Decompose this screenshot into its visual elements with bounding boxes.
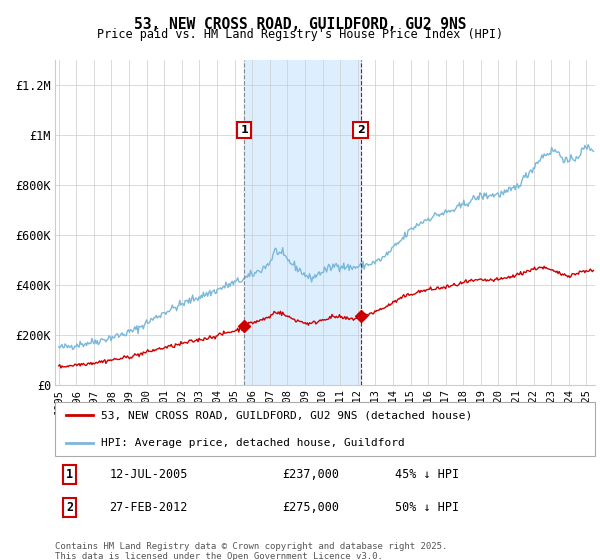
- Text: 53, NEW CROSS ROAD, GUILDFORD, GU2 9NS (detached house): 53, NEW CROSS ROAD, GUILDFORD, GU2 9NS (…: [101, 410, 472, 420]
- Text: 1: 1: [66, 468, 73, 481]
- Text: £275,000: £275,000: [282, 501, 339, 515]
- Text: 12-JUL-2005: 12-JUL-2005: [109, 468, 188, 481]
- Text: Price paid vs. HM Land Registry's House Price Index (HPI): Price paid vs. HM Land Registry's House …: [97, 28, 503, 41]
- Text: 2: 2: [66, 501, 73, 515]
- Text: Contains HM Land Registry data © Crown copyright and database right 2025.
This d: Contains HM Land Registry data © Crown c…: [55, 542, 448, 560]
- Text: 50% ↓ HPI: 50% ↓ HPI: [395, 501, 460, 515]
- Text: 45% ↓ HPI: 45% ↓ HPI: [395, 468, 460, 481]
- Text: 2: 2: [356, 125, 364, 135]
- Bar: [244, 60, 361, 385]
- Text: 27-FEB-2012: 27-FEB-2012: [109, 501, 188, 515]
- Text: HPI: Average price, detached house, Guildford: HPI: Average price, detached house, Guil…: [101, 438, 405, 447]
- Text: £237,000: £237,000: [282, 468, 339, 481]
- Text: 53, NEW CROSS ROAD, GUILDFORD, GU2 9NS: 53, NEW CROSS ROAD, GUILDFORD, GU2 9NS: [134, 17, 466, 32]
- Text: 1: 1: [240, 125, 248, 135]
- FancyBboxPatch shape: [55, 402, 595, 456]
